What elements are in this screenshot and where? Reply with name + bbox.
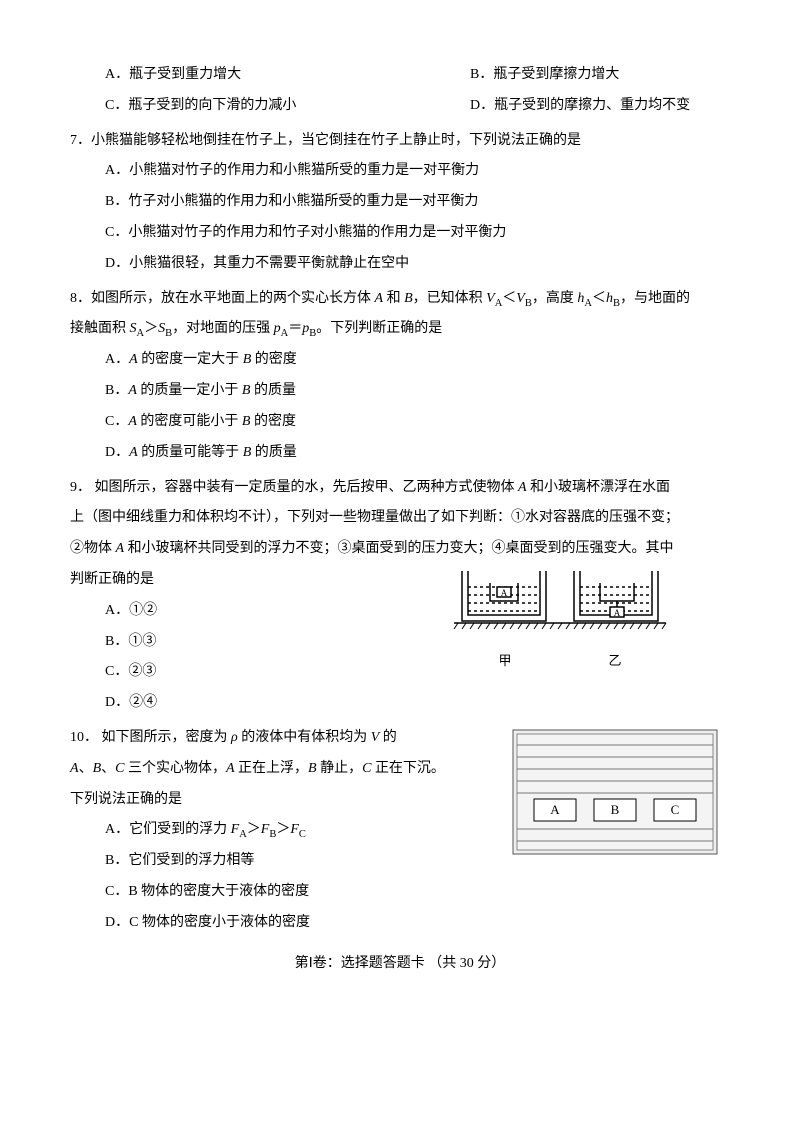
- q10-optD: D．C 物体的密度小于液体的密度: [70, 908, 730, 939]
- q7: 7．小熊猫能够轻松地倒挂在竹子上，当它倒挂在竹子上静止时，下列说法正确的是 A．…: [70, 126, 730, 280]
- q6-row-CD: C．瓶子受到的向下滑的力减小 D．瓶子受到的摩擦力、重力均不变: [70, 91, 730, 122]
- q9-diagram-icon: A A: [450, 565, 670, 643]
- q8-optA: A．A 的密度一定大于 B 的密度: [70, 345, 730, 376]
- q9-stem-l1: 9． 如图所示，容器中装有一定质量的水，先后按甲、乙两种方式使物体 A 和小玻璃…: [70, 473, 730, 504]
- svg-text:A: A: [614, 608, 621, 618]
- q8-stem-line1: 8．如图所示，放在水平地面上的两个实心长方体 A 和 B，已知体积 VA＜VB，…: [70, 284, 730, 315]
- q9-fig-labels: 甲 乙: [450, 643, 670, 676]
- q10: A B C 10． 如下图所示，密度为 ρ 的液体中有体积均为 V 的 A、B、…: [70, 723, 730, 939]
- footer-title: 第Ⅰ卷：选择题答题卡 （共 30 分）: [70, 949, 730, 980]
- q9-stem-l3: ②物体 A 和小玻璃杯共同受到的浮力不变；③桌面受到的压力变大；④桌面受到的压强…: [70, 534, 730, 565]
- q9-stem-l2: 上（图中细线重力和体积均不计），下列对一些物理量做出了如下判断：①水对容器底的压…: [70, 503, 730, 534]
- q7-stem: 7．小熊猫能够轻松地倒挂在竹子上，当它倒挂在竹子上静止时，下列说法正确的是: [70, 126, 730, 157]
- q8: 8．如图所示，放在水平地面上的两个实心长方体 A 和 B，已知体积 VA＜VB，…: [70, 284, 730, 469]
- svg-text:A: A: [550, 802, 560, 817]
- q6-row-AB: A．瓶子受到重力增大 B．瓶子受到摩擦力增大: [70, 60, 730, 91]
- q7-optC: C．小熊猫对竹子的作用力和竹子对小熊猫的作用力是一对平衡力: [70, 218, 730, 249]
- q9: 9． 如图所示，容器中装有一定质量的水，先后按甲、乙两种方式使物体 A 和小玻璃…: [70, 473, 730, 719]
- q9-optD: D．②④: [70, 688, 730, 719]
- q10-diagram-icon: A B C: [510, 727, 720, 857]
- q8-optB: B．A 的质量一定小于 B 的质量: [70, 376, 730, 407]
- q6-optA: A．瓶子受到重力增大: [70, 60, 435, 91]
- q9-fig-label-left: 甲: [498, 647, 511, 676]
- q8-optD: D．A 的质量可能等于 B 的质量: [70, 438, 730, 469]
- q7-optD: D．小熊猫很轻，其重力不需要平衡就静止在空中: [70, 249, 730, 280]
- q7-optB: B．竹子对小熊猫的作用力和小熊猫所受的重力是一对平衡力: [70, 187, 730, 218]
- svg-text:C: C: [671, 802, 680, 817]
- q8-optC: C．A 的密度可能小于 B 的密度: [70, 407, 730, 438]
- svg-text:A: A: [501, 588, 508, 598]
- q9-fig-label-right: 乙: [608, 647, 621, 676]
- q6-optD: D．瓶子受到的摩擦力、重力均不变: [435, 91, 800, 122]
- q8-stem-line2: 接触面积 SA＞SB，对地面的压强 pA＝pB。下列判断正确的是: [70, 314, 730, 345]
- q6-optB: B．瓶子受到摩擦力增大: [435, 60, 800, 91]
- q9-figure: A A 甲 乙: [450, 565, 670, 676]
- q6-optC: C．瓶子受到的向下滑的力减小: [70, 91, 435, 122]
- q7-optA: A．小熊猫对竹子的作用力和小熊猫所受的重力是一对平衡力: [70, 156, 730, 187]
- q10-optC: C．B 物体的密度大于液体的密度: [70, 877, 730, 908]
- svg-text:B: B: [611, 802, 620, 817]
- q10-figure: A B C: [510, 727, 720, 857]
